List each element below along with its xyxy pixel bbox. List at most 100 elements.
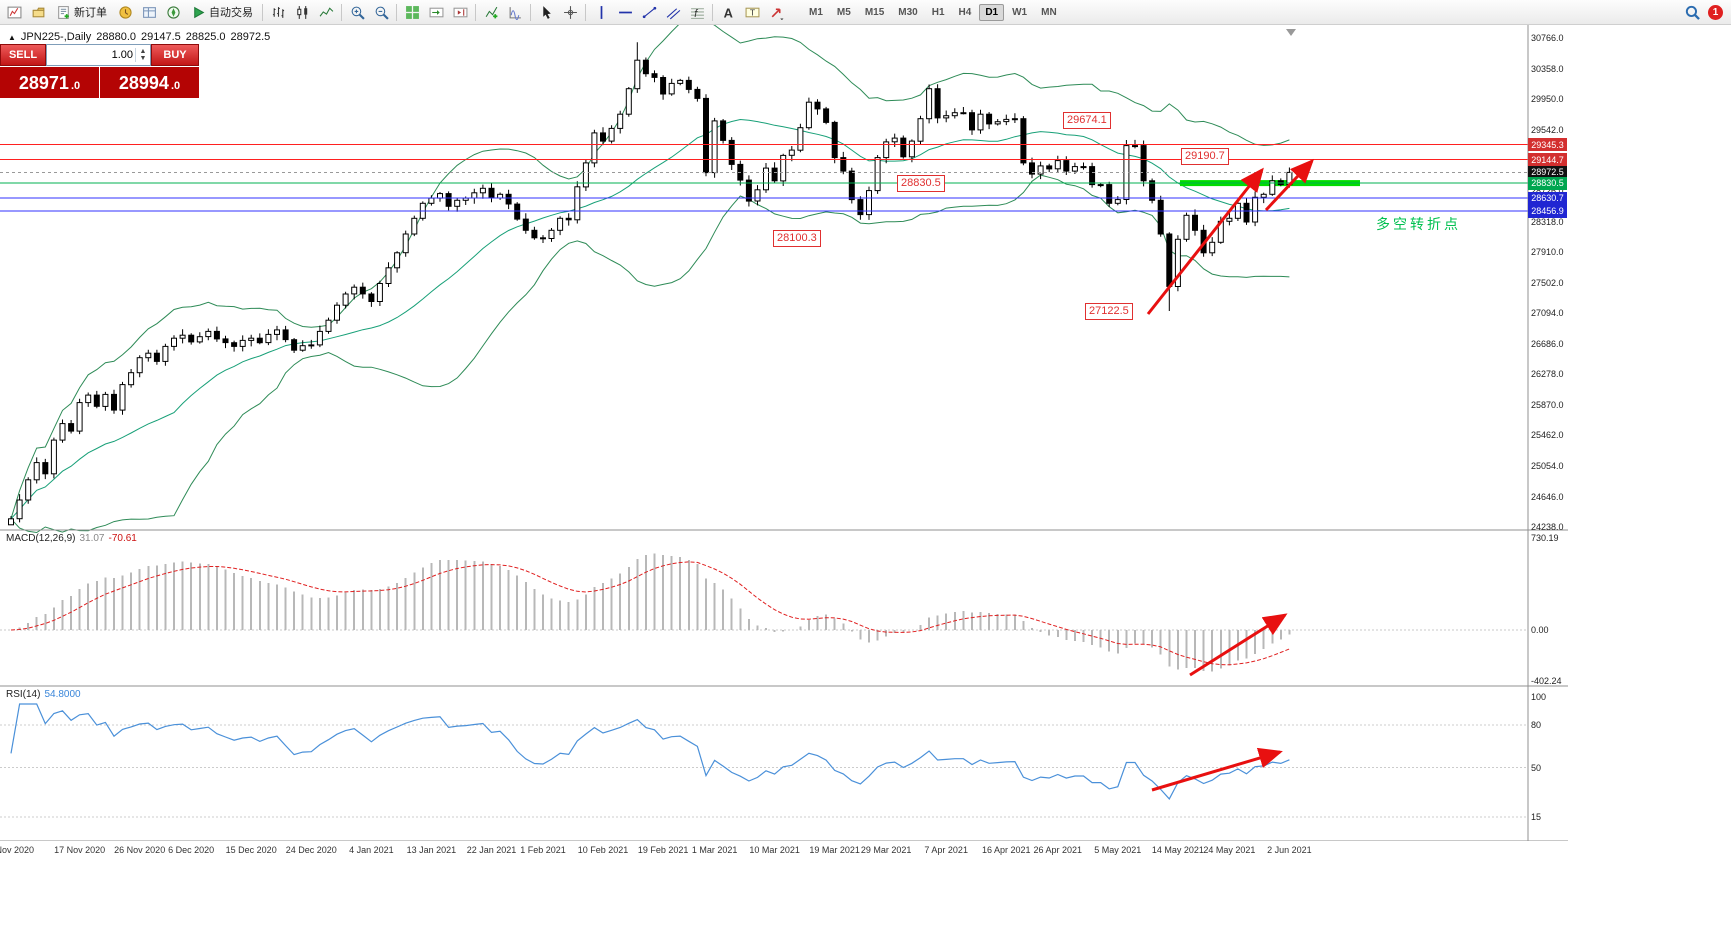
price-level-badge: 28972.5 — [1528, 165, 1567, 179]
chart-shift-icon — [453, 5, 468, 20]
fibonacci-button[interactable]: f — [685, 2, 709, 23]
channel-button[interactable] — [661, 2, 685, 23]
autotrading-icon — [191, 5, 206, 20]
navigator-button[interactable] — [161, 2, 185, 23]
price-tag[interactable]: 29190.7 — [1181, 148, 1229, 166]
price-axis[interactable]: 30766.030358.029950.029542.029134.028726… — [1528, 25, 1570, 841]
macd-axis-label: 730.19 — [1531, 533, 1559, 543]
text-label-icon: T — [745, 5, 760, 20]
chart-shift-button[interactable] — [448, 2, 472, 23]
timeframe-M5[interactable]: M5 — [836, 6, 851, 18]
zoom-in-icon — [350, 5, 365, 20]
cursor-button[interactable] — [534, 2, 558, 23]
zoom-out-button[interactable] — [369, 2, 393, 23]
timeframe-M15[interactable]: M15 — [864, 6, 885, 18]
tile-windows-button[interactable] — [400, 2, 424, 23]
price-tag[interactable]: 27122.5 — [1085, 303, 1133, 320]
rsi-axis-label: 100 — [1531, 692, 1547, 702]
vertical-line-button[interactable] — [589, 2, 613, 23]
buy-button[interactable]: BUY — [151, 44, 199, 66]
line-chart-button[interactable] — [314, 2, 338, 23]
rsi-name: RSI(14) — [6, 689, 41, 700]
text-icon: A — [721, 5, 736, 20]
new-order-button[interactable]: 新订单 — [50, 2, 113, 23]
close-value: 28972.5 — [230, 31, 271, 43]
date-label: 24 May 2021 — [1203, 845, 1256, 855]
notifications-badge[interactable]: 1 — [1708, 4, 1723, 20]
symbol-period-label: JPN225-,Daily — [20, 31, 92, 43]
toolbar-separator — [712, 3, 713, 21]
channel-icon — [666, 5, 681, 20]
price-tag[interactable]: 28830.5 — [897, 175, 945, 193]
timeframe-D1[interactable]: D1 — [979, 3, 1005, 21]
text-button[interactable]: A — [716, 2, 740, 23]
indicators-button[interactable] — [479, 2, 503, 23]
horizontal-line-button[interactable] — [613, 2, 637, 23]
price-axis-label: 24238.0 — [1531, 522, 1564, 533]
svg-text:A: A — [723, 5, 732, 20]
search-button[interactable] — [1680, 2, 1704, 23]
volume-up-button[interactable]: ▲ — [139, 48, 147, 55]
cycles-icon — [508, 5, 523, 20]
timeframe-H4[interactable]: H4 — [958, 6, 972, 18]
date-label: 22 Jan 2021 — [466, 845, 517, 855]
toolbar-separator — [475, 3, 476, 21]
date-label: 16 Apr 2021 — [982, 845, 1031, 855]
price-tag[interactable]: 28100.3 — [773, 229, 821, 247]
price-axis-label: 25462.0 — [1531, 430, 1564, 441]
timeframe-H1[interactable]: H1 — [931, 6, 945, 18]
crosshair-button[interactable] — [558, 2, 582, 23]
date-label: 10 Feb 2021 — [577, 845, 629, 855]
new-order-label: 新订单 — [74, 7, 107, 19]
sell-button[interactable]: SELL — [0, 44, 46, 66]
navigator-icon — [166, 5, 181, 20]
bars-chart-button[interactable] — [266, 2, 290, 23]
turning-point-note[interactable]: 多空转折点 — [1376, 216, 1461, 232]
date-label: 19 Feb 2021 — [637, 845, 689, 855]
price-level-badge: 28830.5 — [1528, 176, 1567, 190]
buy-price-display[interactable]: 28994 .0 — [100, 67, 199, 98]
chart-window-button[interactable] — [2, 2, 26, 23]
volume-spinner: ▲ ▼ — [135, 48, 150, 62]
chart-canvas[interactable] — [0, 25, 1568, 841]
volume-input[interactable] — [47, 48, 135, 62]
candles-chart-button[interactable] — [290, 2, 314, 23]
timeframe-W1[interactable]: W1 — [1012, 6, 1028, 18]
volume-down-button[interactable]: ▼ — [139, 55, 147, 62]
profiles-button[interactable] — [26, 2, 50, 23]
rsi-axis-label: 80 — [1531, 720, 1542, 731]
macd-signal-value: -70.61 — [108, 533, 137, 544]
sell-price-display[interactable]: 28971 .0 — [0, 67, 99, 98]
price-axis-label: 24646.0 — [1531, 491, 1564, 502]
main-toolbar: 新订单 自动交易 f A T M1 M5 M15 M30 H1 H4 D1 W1 MN 1 — [0, 0, 1731, 25]
data-window-button[interactable] — [137, 2, 161, 23]
toolbar-separator — [530, 3, 531, 21]
timeframe-M1[interactable]: M1 — [809, 6, 823, 18]
rsi-value: 54.8000 — [44, 689, 81, 700]
auto-scroll-button[interactable] — [424, 2, 448, 23]
timeframe-MN[interactable]: MN — [1041, 6, 1057, 18]
price-axis-label: 26278.0 — [1531, 369, 1564, 380]
date-label: 15 Dec 2020 — [225, 845, 277, 855]
macd-axis-label: -402.24 — [1531, 675, 1562, 686]
cycles-button[interactable] — [503, 2, 527, 23]
date-label: 14 May 2021 — [1151, 845, 1204, 855]
timeframe-M30[interactable]: M30 — [898, 6, 918, 18]
price-level-badge: 28456.9 — [1528, 204, 1567, 218]
macd-label: MACD(12,26,9) 31.07 -70.61 — [6, 533, 137, 544]
market-watch-button[interactable] — [113, 2, 137, 23]
price-axis-label: 27502.0 — [1531, 277, 1564, 288]
buy-price-decimal: .0 — [170, 80, 181, 92]
autotrading-button[interactable]: 自动交易 — [185, 2, 259, 23]
date-label: 1 Feb 2021 — [520, 845, 566, 855]
price-tag[interactable]: 29674.1 — [1063, 111, 1111, 129]
zoom-in-button[interactable] — [345, 2, 369, 23]
text-label-button[interactable]: T — [740, 2, 764, 23]
vertical-line-icon — [594, 5, 609, 20]
price-axis-label: 28726.0 — [1531, 186, 1564, 196]
trend-line-button[interactable] — [637, 2, 661, 23]
date-label: 24 Dec 2020 — [285, 845, 337, 855]
arrows-button[interactable] — [764, 2, 788, 23]
